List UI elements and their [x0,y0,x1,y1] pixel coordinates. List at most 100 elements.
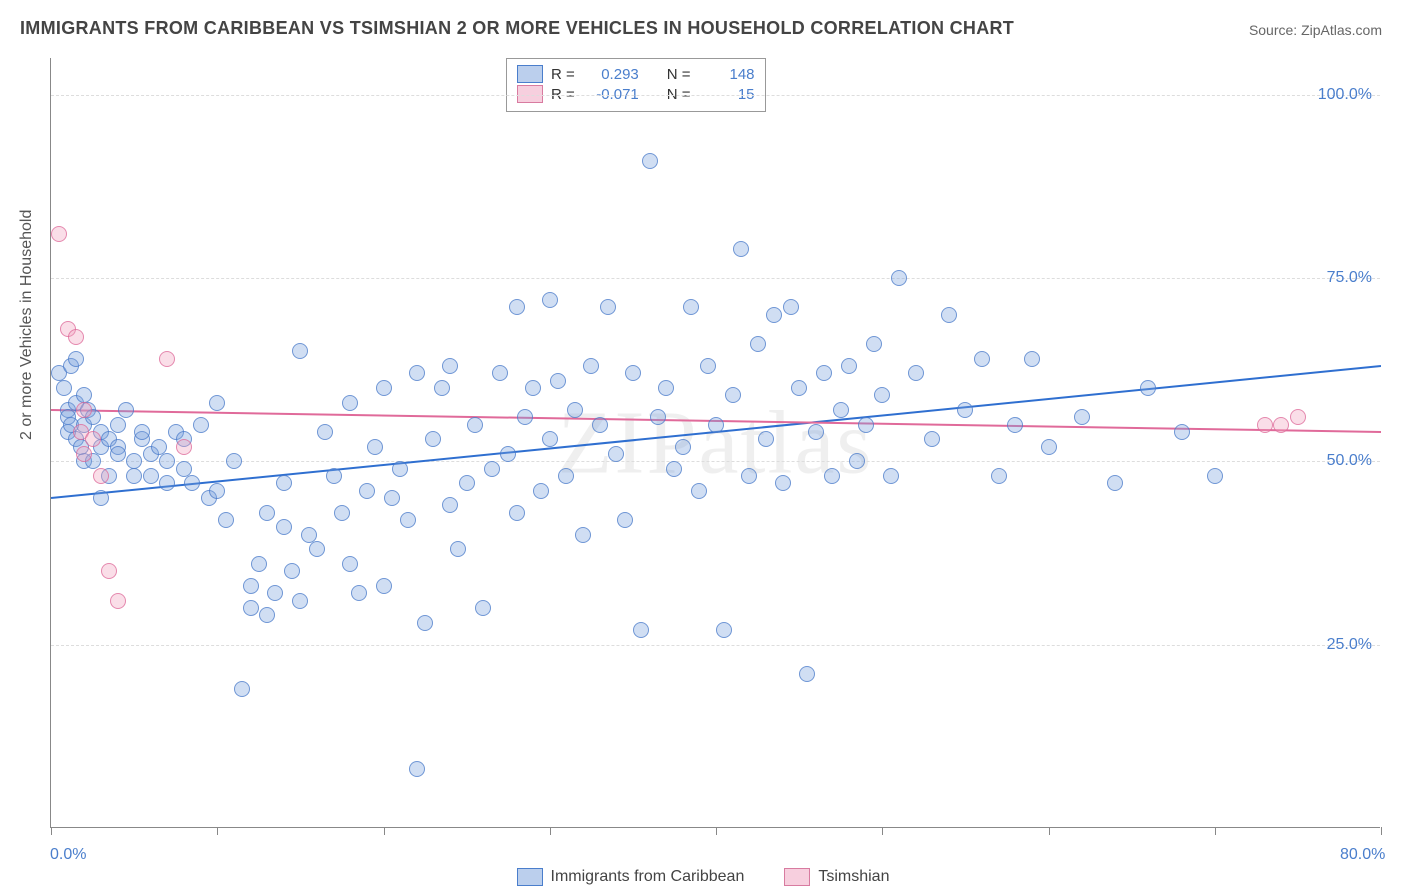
data-point [56,380,72,396]
data-point [957,402,973,418]
data-point [874,387,890,403]
data-point [384,490,400,506]
data-point [76,387,92,403]
data-point [1290,409,1306,425]
swatch-pink-icon [784,868,810,886]
data-point [259,505,275,521]
data-point [475,600,491,616]
y-tick-label: 75.0% [1327,269,1372,287]
data-point [799,666,815,682]
chart-container: IMMIGRANTS FROM CARIBBEAN VS TSIMSHIAN 2… [0,0,1406,892]
data-point [184,475,200,491]
data-point [334,505,350,521]
data-point [775,475,791,491]
data-point [143,468,159,484]
data-point [558,468,574,484]
data-point [209,395,225,411]
data-point [68,351,84,367]
data-point [600,299,616,315]
data-point [301,527,317,543]
stats-box: R = 0.293 N = 148 R = -0.071 N = 15 [506,58,766,112]
data-point [68,329,84,345]
data-point [592,417,608,433]
data-point [783,299,799,315]
data-point [583,358,599,374]
data-point [409,761,425,777]
data-point [833,402,849,418]
data-point [317,424,333,440]
data-point [675,439,691,455]
data-point [134,424,150,440]
y-tick-label: 50.0% [1327,452,1372,470]
x-tick [1215,827,1216,835]
data-point [93,468,109,484]
y-tick-label: 25.0% [1327,636,1372,654]
data-point [326,468,342,484]
data-point [442,497,458,513]
data-point [1140,380,1156,396]
data-point [908,365,924,381]
legend-item: Tsimshian [784,868,889,886]
data-point [484,461,500,477]
data-point [76,402,92,418]
data-point [110,446,126,462]
data-point [159,351,175,367]
data-point [1107,475,1123,491]
data-point [550,373,566,389]
data-point [766,307,782,323]
data-point [110,593,126,609]
x-tick [384,827,385,835]
y-axis-label: 2 or more Vehicles in Household [18,210,36,440]
data-point [367,439,383,455]
grid-line [51,95,1380,96]
data-point [1257,417,1273,433]
grid-line [51,645,1380,646]
data-point [658,380,674,396]
data-point [866,336,882,352]
legend-label: Tsimshian [818,868,889,886]
data-point [267,585,283,601]
data-point [858,417,874,433]
x-tick [550,827,551,835]
data-point [542,431,558,447]
data-point [708,417,724,433]
data-point [376,380,392,396]
y-tick-label: 100.0% [1318,86,1372,104]
data-point [93,490,109,506]
r-label: R = [551,66,575,83]
data-point [309,541,325,557]
data-point [533,483,549,499]
grid-line [51,461,1380,462]
data-point [218,512,234,528]
data-point [525,380,541,396]
data-point [409,365,425,381]
data-point [276,475,292,491]
data-point [733,241,749,257]
data-point [849,453,865,469]
data-point [425,431,441,447]
data-point [159,475,175,491]
legend-label: Immigrants from Caribbean [551,868,745,886]
swatch-blue-icon [517,868,543,886]
data-point [193,417,209,433]
data-point [500,446,516,462]
n-value: 148 [699,66,755,83]
data-point [791,380,807,396]
data-point [292,343,308,359]
data-point [716,622,732,638]
data-point [509,505,525,521]
data-point [450,541,466,557]
data-point [276,519,292,535]
data-point [118,402,134,418]
data-point [151,439,167,455]
data-point [625,365,641,381]
chart-title: IMMIGRANTS FROM CARIBBEAN VS TSIMSHIAN 2… [20,18,1014,39]
data-point [608,446,624,462]
data-point [376,578,392,594]
data-point [1273,417,1289,433]
data-point [650,409,666,425]
data-point [176,461,192,477]
plot-area: ZIPatlas R = 0.293 N = 148 R = -0.071 N … [50,58,1380,828]
data-point [517,409,533,425]
data-point [991,468,1007,484]
